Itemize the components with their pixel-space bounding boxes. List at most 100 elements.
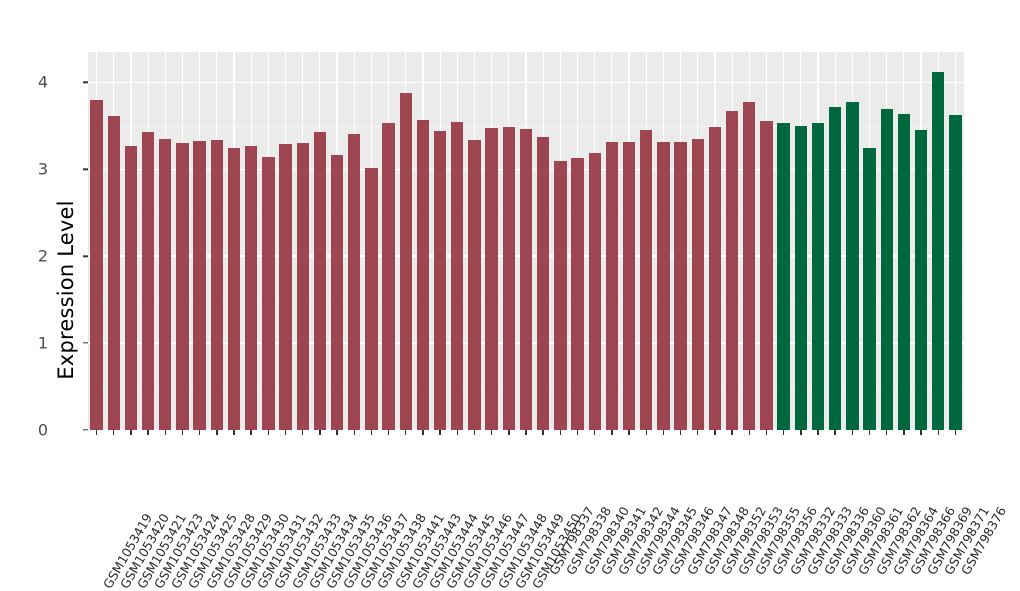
x-tick-mark <box>233 430 235 435</box>
bar <box>502 126 515 430</box>
x-tick-mark <box>422 430 424 435</box>
bar <box>90 99 103 430</box>
x-tick-mark <box>370 430 373 435</box>
x-tick-mark <box>731 430 733 435</box>
x-tick-mark <box>95 430 98 435</box>
bar <box>674 141 687 430</box>
x-tick-mark <box>559 430 562 435</box>
x-tick-mark <box>439 430 441 435</box>
x-tick-mark <box>611 430 613 435</box>
y-tick-mark <box>83 255 88 257</box>
x-tick-mark <box>817 430 819 435</box>
x-tick-mark <box>113 430 115 435</box>
bar <box>399 92 412 430</box>
x-tick-mark <box>714 430 716 435</box>
x-tick-mark <box>405 430 407 435</box>
bar <box>365 167 378 430</box>
x-tick-mark <box>782 430 785 435</box>
x-tick-mark <box>130 430 132 435</box>
bar <box>176 143 189 430</box>
x-tick-mark <box>679 430 682 435</box>
x-tick-mark <box>662 430 665 435</box>
x-tick-mark <box>868 430 871 435</box>
bar <box>296 143 309 430</box>
bar <box>811 123 825 430</box>
x-tick-mark <box>198 430 201 435</box>
bar <box>485 128 498 430</box>
bar <box>725 111 739 430</box>
x-tick-mark <box>937 430 939 435</box>
bar <box>932 72 945 430</box>
x-tick-mark <box>765 430 768 435</box>
y-tick-mark <box>83 342 88 344</box>
y-tick-label: 3 <box>37 159 48 179</box>
bar <box>519 129 533 430</box>
bar <box>777 123 790 430</box>
y-tick-label: 1 <box>37 333 48 353</box>
x-tick-mark <box>147 430 149 435</box>
x-tick-mark <box>284 430 287 435</box>
x-tick-mark <box>851 430 854 435</box>
bar <box>880 109 893 430</box>
x-tick-mark <box>336 430 338 435</box>
y-tick-mark <box>83 429 88 431</box>
x-tick-mark <box>748 430 750 435</box>
x-tick-mark <box>319 430 321 435</box>
bars-layer <box>88 52 964 430</box>
bar <box>640 130 653 430</box>
x-tick-mark <box>576 430 579 435</box>
bar <box>691 138 704 430</box>
bar <box>244 145 258 430</box>
bar <box>141 131 155 430</box>
x-tick-mark <box>181 430 184 435</box>
bar <box>107 116 120 430</box>
x-tick-mark <box>353 430 355 435</box>
x-tick-mark <box>886 430 888 435</box>
x-tick-mark <box>903 430 905 435</box>
bar <box>536 137 550 430</box>
x-tick-mark <box>267 430 270 435</box>
x-tick-mark <box>954 430 957 435</box>
x-tick-mark <box>542 430 544 435</box>
y-tick-label: 0 <box>37 420 48 440</box>
x-tick-mark <box>920 430 922 435</box>
x-tick-mark <box>490 430 493 435</box>
bar <box>708 126 722 430</box>
bar <box>451 121 464 430</box>
bar <box>743 102 756 430</box>
bar <box>828 106 842 430</box>
y-tick-label: 4 <box>37 72 48 92</box>
bar <box>433 131 447 430</box>
x-tick-mark <box>250 430 252 435</box>
bar <box>330 155 344 430</box>
y-tick-mark <box>83 81 88 84</box>
bar <box>863 147 876 430</box>
y-tick-label: 2 <box>37 246 48 266</box>
x-tick-mark <box>697 430 699 435</box>
bar <box>193 140 206 430</box>
bar <box>124 145 138 430</box>
x-tick-mark <box>164 430 166 435</box>
x-tick-mark <box>387 430 390 435</box>
y-axis-title: Expression Level <box>54 200 78 380</box>
bar <box>897 113 911 430</box>
bar <box>313 131 327 430</box>
bar <box>914 130 928 430</box>
bar <box>382 123 395 430</box>
bar <box>227 147 241 430</box>
bar <box>794 125 807 430</box>
x-tick-mark <box>302 430 304 435</box>
x-tick-mark <box>645 430 647 435</box>
x-tick-mark <box>473 430 476 435</box>
bar <box>588 152 601 430</box>
x-tick-mark <box>834 430 836 435</box>
plot-panel <box>88 52 964 431</box>
x-tick-mark <box>525 430 527 435</box>
bar <box>348 133 361 430</box>
x-tick-mark <box>594 430 596 435</box>
bar <box>416 119 430 430</box>
bar <box>210 139 223 430</box>
bar <box>760 120 773 430</box>
bar <box>605 142 619 430</box>
